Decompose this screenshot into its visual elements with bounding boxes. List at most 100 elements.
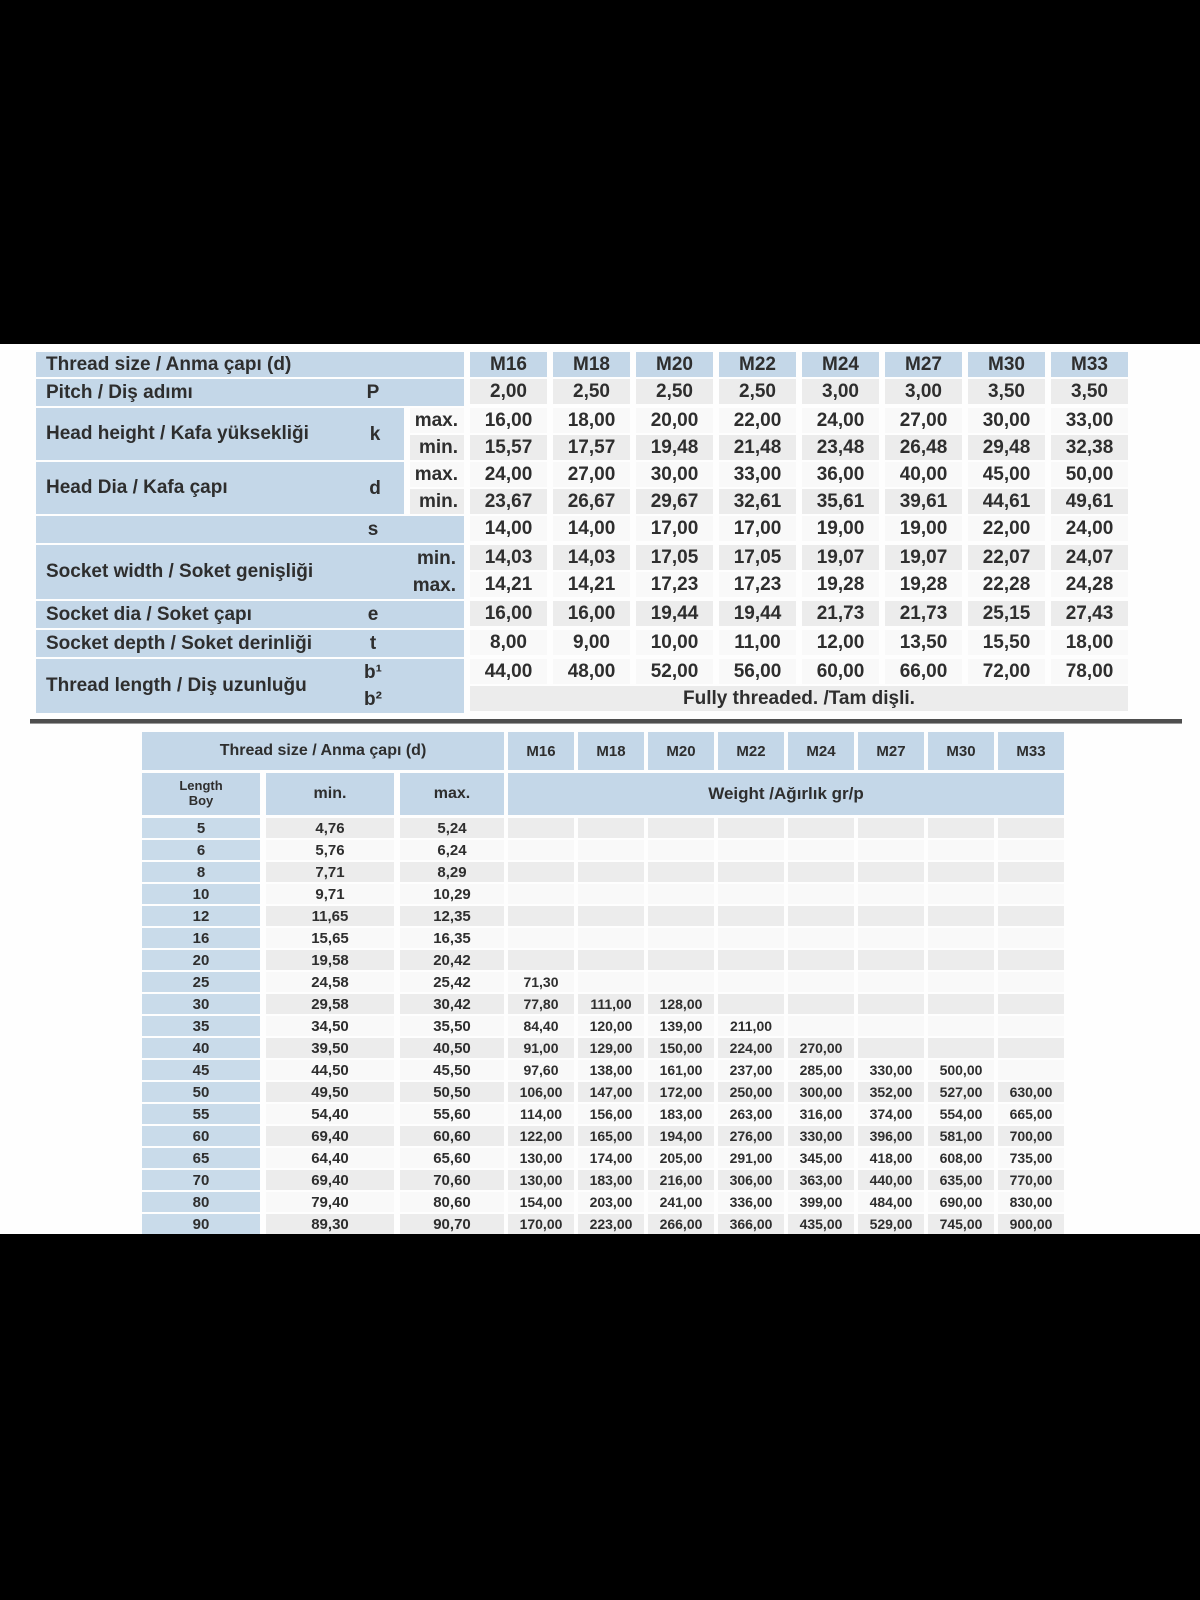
symbol-label: d: [369, 477, 381, 499]
column-header: M16: [470, 352, 547, 377]
table-row: 14,00 14,00 17,00 17,00 19,00 19,00 22,00 24,00: [464, 516, 1128, 541]
column-header: M27: [858, 732, 924, 770]
weight-cell: 306,00: [718, 1170, 784, 1190]
weight-cell: [998, 928, 1064, 948]
length-header-tr: Boy: [188, 793, 214, 808]
weight-cell: [788, 994, 854, 1014]
symbol-column: s: [344, 516, 402, 543]
table-row: 8,00 9,00 10,00 11,00 12,00 13,50 15,50 18,00: [464, 630, 1128, 655]
max-cell: 50,50: [400, 1082, 504, 1102]
spec-cell: 17,00: [636, 516, 713, 541]
spec-label-text: Pitch / Diş adımı: [46, 381, 193, 403]
weight-cell: [578, 862, 644, 882]
weight-cell: 139,00: [648, 1016, 714, 1036]
spec-label-text: Socket width / Soket genişliği: [46, 561, 314, 582]
symbol-column: k: [346, 408, 404, 460]
spec-cell: 14,00: [470, 516, 547, 541]
weight-cell: 122,00: [508, 1126, 574, 1146]
weight-cell: [718, 972, 784, 992]
max-cell: 40,50: [400, 1038, 504, 1058]
weight-cell: 374,00: [858, 1104, 924, 1124]
spec-cell: 10,00: [636, 630, 713, 655]
weight-cell: 161,00: [648, 1060, 714, 1080]
spec-cell: 60,00: [802, 659, 879, 684]
spec-label-text: Socket depth / Soket derinliği: [46, 632, 313, 654]
weight-cell: 183,00: [648, 1104, 714, 1124]
weight-cell: [508, 862, 574, 882]
spec-cell: 14,03: [470, 545, 547, 570]
weight-cell: [998, 906, 1064, 926]
spec-cell: 14,21: [470, 572, 547, 597]
spec-cell: 19,00: [885, 516, 962, 541]
weight-cell: 500,00: [928, 1060, 994, 1080]
table-row: 65 64,40 65,60 130,00 174,00 205,00 291,00 345,…: [142, 1148, 1064, 1168]
spec-table-header: Thread size / Anma çapı (d) M16 M18 M20 M22…: [36, 352, 1128, 377]
length-cell: 6: [142, 840, 260, 860]
weight-cell: [508, 950, 574, 970]
minmax-column: min. max.: [402, 545, 464, 599]
symbol-label: e: [367, 604, 379, 625]
weight-cell: 97,60: [508, 1060, 574, 1080]
weight-cell: [858, 884, 924, 904]
spec-cell: 16,00: [470, 408, 547, 433]
spec-value-rows: max. 24,00 27,00 30,00 33,00 36,00 40,00 45,00 5…: [404, 462, 1128, 514]
spec-cell: 40,00: [885, 462, 962, 487]
spec-row-label: Pitch / Diş adımı P: [36, 379, 464, 406]
weight-cell: [578, 840, 644, 860]
spec-cell: 24,00: [802, 408, 879, 433]
weight-cell: 174,00: [578, 1148, 644, 1168]
table-row: 90 89,30 90,70 170,00 223,00 266,00 366,00 435,…: [142, 1214, 1064, 1234]
weight-cell: [998, 1016, 1064, 1036]
minmax-column: [402, 659, 464, 713]
max-cell: 80,60: [400, 1192, 504, 1212]
table-row: 20 19,58 20,42: [142, 950, 1064, 970]
spec-block: Pitch / Diş adımı P 2,00 2,50 2,50 2,50 3,00 3,…: [36, 379, 1128, 406]
spec-header-columns: M16 M18 M20 M22 M24 M27 M30 M33: [464, 352, 1128, 377]
spec-cell: 49,61: [1051, 489, 1128, 514]
spec-cell: 3,50: [1051, 379, 1128, 404]
weight-cell: 270,00: [788, 1038, 854, 1058]
spec-cell: 19,44: [636, 601, 713, 626]
spec-cell: 25,15: [968, 601, 1045, 626]
weight-cell: [858, 840, 924, 860]
weight-cell: [578, 928, 644, 948]
spec-cell: 15,50: [968, 630, 1045, 655]
weight-cell: 440,00: [858, 1170, 924, 1190]
spec-cell: 19,48: [636, 435, 713, 460]
symbol-column: e: [344, 601, 402, 628]
spec-cell: 44,00: [470, 659, 547, 684]
weight-cell: 128,00: [648, 994, 714, 1014]
weight-cell: 484,00: [858, 1192, 924, 1212]
weight-cell: 241,00: [648, 1192, 714, 1212]
weight-cell: [858, 928, 924, 948]
spec-cell: 19,28: [885, 572, 962, 597]
spec-cell: 21,73: [885, 601, 962, 626]
weight-cell: 418,00: [858, 1148, 924, 1168]
weight-cell: [508, 884, 574, 904]
spec-cell: 24,00: [470, 462, 547, 487]
symbol-label: P: [366, 382, 380, 403]
spec-cell: 17,23: [719, 572, 796, 597]
min-cell: 49,50: [266, 1082, 394, 1102]
max-column-header: max.: [400, 773, 504, 815]
spec-block: Head height / Kafa yüksekliği k max. 16,00 1…: [36, 408, 1128, 460]
spec-cell: 19,00: [802, 516, 879, 541]
length-cell: 40: [142, 1038, 260, 1058]
weight-cell: 203,00: [578, 1192, 644, 1212]
spec-cell: 11,00: [719, 630, 796, 655]
min-cell: 79,40: [266, 1192, 394, 1212]
weight-cell: [718, 884, 784, 904]
spec-row-label: Head Dia / Kafa çapı d: [36, 462, 404, 514]
weight-cell: 399,00: [788, 1192, 854, 1212]
weight-rows: 5 4,76 5,24 6 5,76 6,24 8 7,71 8,29 10 9,71 10,29 12…: [142, 818, 1064, 1234]
weight-cell: [788, 840, 854, 860]
weight-cell: 150,00: [648, 1038, 714, 1058]
spec-blocks: Pitch / Diş adımı P 2,00 2,50 2,50 2,50 3,00 3,…: [36, 379, 1128, 713]
weight-cell: 106,00: [508, 1082, 574, 1102]
table-row: 14,03 14,03 17,05 17,05 19,07 19,07 22,07 24,07: [464, 545, 1128, 570]
max-cell: 8,29: [400, 862, 504, 882]
weight-cell: [998, 818, 1064, 838]
weight-cell: [648, 972, 714, 992]
weight-cell: 830,00: [998, 1192, 1064, 1212]
weight-cell: 120,00: [578, 1016, 644, 1036]
